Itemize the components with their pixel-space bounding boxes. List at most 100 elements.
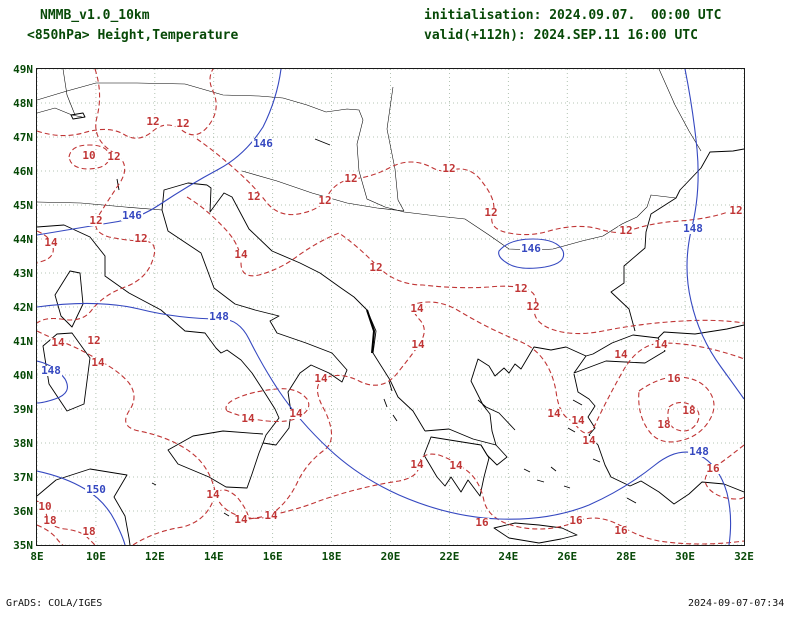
- lat-tick-label: 47N: [13, 131, 33, 144]
- temperature-contour-label: 16: [474, 516, 490, 529]
- coastline-sicily: [167, 430, 264, 489]
- temp-contour: [638, 376, 715, 443]
- temperature-contour-label: 10: [37, 500, 53, 513]
- temperature-contour-label: 14: [43, 236, 59, 249]
- height-contour-label: 146: [252, 137, 274, 150]
- temperature-contour-label: 14: [581, 434, 597, 447]
- temperature-contour-label: 14: [233, 513, 249, 526]
- coastline-blacksea-west: [610, 148, 744, 332]
- temperature-contour-label: 12: [133, 232, 149, 245]
- aegean-islands: [151, 380, 637, 517]
- height-contour-label: 150: [85, 483, 107, 496]
- temperature-contour-label: 14: [90, 356, 106, 369]
- temperature-contour-label: 14: [263, 509, 279, 522]
- coastlines-layer: [37, 112, 744, 545]
- river-tisza: [386, 86, 405, 212]
- coastline-euboea: [477, 399, 516, 431]
- height-contour: [37, 69, 282, 236]
- lat-tick-label: 43N: [13, 267, 33, 280]
- rivers-layer: [37, 69, 702, 251]
- temperature-contour-label: 10: [81, 149, 97, 162]
- lat-tick-label: 39N: [13, 403, 33, 416]
- lat-tick-label: 38N: [13, 437, 33, 450]
- lon-tick-label: 16E: [262, 550, 283, 563]
- temperature-contour-label: 16: [568, 514, 584, 527]
- height-contour: [37, 302, 732, 545]
- coastline-peloponnese: [423, 436, 490, 497]
- lon-tick-label: 20E: [380, 550, 401, 563]
- temp-contour: [37, 230, 54, 264]
- lon-tick-label: 12E: [144, 550, 165, 563]
- init-time-label: initialisation: 2024.09.07. 00:00 UTC: [424, 8, 722, 23]
- lon-tick-label: 30E: [675, 550, 696, 563]
- temperature-contour-label: 14: [409, 458, 425, 471]
- temperature-contour-label: 14: [288, 407, 304, 420]
- temperature-contour-label: 14: [653, 338, 669, 351]
- height-contour: [37, 470, 126, 545]
- temp-contour: [225, 388, 310, 423]
- temperature-contour-label: 12: [175, 117, 191, 130]
- temperature-contour-label: 14: [205, 488, 221, 501]
- temperature-contour-label: 12: [513, 282, 529, 295]
- lat-tick-label: 44N: [13, 233, 33, 246]
- temperature-contour-label: 14: [313, 372, 329, 385]
- lon-tick-label: 18E: [321, 550, 342, 563]
- coastline-gulf-corinth: [424, 428, 508, 466]
- river-dniester: [658, 69, 702, 152]
- temperature-contour-label: 12: [525, 300, 541, 313]
- temperature-contour-label: 16: [705, 462, 721, 475]
- generation-timestamp: 2024-09-07-07:34: [688, 598, 785, 609]
- coastline-blacksea-turkey: [657, 324, 744, 339]
- lat-tick-label: 40N: [13, 369, 33, 382]
- temperature-contour-label: 14: [50, 336, 66, 349]
- temp-contour: [37, 69, 217, 139]
- temperature-contour-label: 14: [240, 412, 256, 425]
- temp-contour: [37, 301, 744, 519]
- temperature-contour-label: 14: [448, 459, 464, 472]
- lat-tick-label: 42N: [13, 301, 33, 314]
- height-contour-label: 148: [40, 364, 62, 377]
- lon-tick-label: 32E: [734, 550, 754, 563]
- temperature-contour-label: 12: [483, 206, 499, 219]
- temp-contour: [37, 69, 156, 324]
- temperature-contour-label: 16: [613, 524, 629, 537]
- temperature-contour-label: 14: [546, 407, 562, 420]
- height-contour-label: 146: [121, 209, 143, 222]
- temperature-contour-label: 14: [409, 302, 425, 315]
- temp-contour: [132, 453, 744, 545]
- temperature-contour-label: 14: [233, 248, 249, 261]
- lat-tick-label: 46N: [13, 165, 33, 178]
- grads-credit: GrADS: COLA/IGES: [6, 598, 103, 609]
- lon-tick-label: 26E: [557, 550, 578, 563]
- temperature-contour-label: 12: [317, 194, 333, 207]
- temperature-contour-label: 12: [368, 261, 384, 274]
- height-contour-label: 148: [682, 222, 704, 235]
- lat-tick-label: 49N: [13, 63, 33, 76]
- lat-tick-label: 48N: [13, 97, 33, 110]
- coastline-albania-bold: [366, 309, 375, 354]
- temperature-contour-label: 12: [106, 150, 122, 163]
- temperature-contour-label: 18: [656, 418, 672, 431]
- temp-contour: [704, 444, 744, 500]
- height-contour-label: 148: [688, 445, 710, 458]
- temperature-contour-label: 14: [410, 338, 426, 351]
- temperature-contour-label: 12: [88, 214, 104, 227]
- coastline-turkey-west: [573, 373, 744, 505]
- model-title: NMMB_v1.0_10km: [40, 8, 150, 23]
- temp-contour: [196, 138, 744, 236]
- lon-tick-label: 14E: [203, 550, 224, 563]
- temperature-contour-label: 18: [42, 514, 58, 527]
- map-plot-area: 49N 48N 47N 46N 45N 44N 43N 42N 41N 40N 39N 38N 37N 3…: [13, 63, 754, 563]
- river-po: [37, 201, 163, 211]
- temperature-contour-label: 12: [145, 115, 161, 128]
- temperature-contour-label: 12: [343, 172, 359, 185]
- river-danube: [37, 82, 677, 251]
- lon-tick-label: 10E: [85, 550, 106, 563]
- lon-tick-label: 22E: [439, 550, 460, 563]
- map-canvas: [37, 69, 744, 545]
- coastline-italy-west: [37, 182, 348, 446]
- coastline-adriatic-east: [206, 184, 426, 432]
- height-contour-label: 148: [208, 310, 230, 323]
- lat-tick-label: 37N: [13, 471, 33, 484]
